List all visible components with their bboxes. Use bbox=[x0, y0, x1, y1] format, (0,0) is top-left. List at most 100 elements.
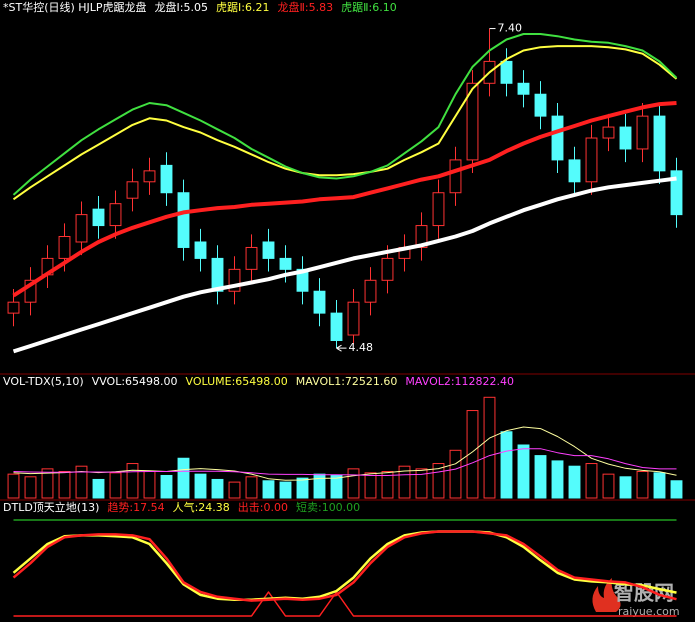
volume-bar bbox=[228, 481, 241, 499]
candle-body bbox=[415, 225, 428, 248]
panel-header: *ST华控(日线) HJLP虎踞龙盘 龙盘Ⅰ:5.05 虎踞Ⅰ:6.21 龙盘Ⅱ:5.… bbox=[3, 0, 397, 14]
volume-bar bbox=[279, 481, 292, 499]
volume-bar bbox=[109, 472, 122, 499]
series-line bbox=[13, 426, 677, 481]
volume-bar bbox=[24, 476, 37, 499]
volume-bar bbox=[500, 431, 513, 499]
candle-body bbox=[347, 301, 360, 336]
candle-body bbox=[109, 203, 122, 227]
candle-body bbox=[466, 82, 479, 161]
panel-header: DTLD顶天立地(13) 趋势:17.54 人气:24.38 出击:0.00 短卖:10… bbox=[3, 500, 360, 514]
volume-bar bbox=[194, 473, 207, 499]
panel-header: VOL-TDX(5,10) VVOL:65498.00 VOLUME:65498.0… bbox=[3, 375, 514, 388]
candle-body bbox=[670, 170, 683, 216]
volume-bar bbox=[245, 476, 258, 499]
annotation-arrow bbox=[336, 344, 347, 352]
header-item: MAVOL2:112822.40 bbox=[405, 375, 514, 388]
volume-bar bbox=[636, 471, 649, 499]
header-item: 龙盘Ⅱ:5.83 bbox=[277, 0, 333, 14]
series-line bbox=[12, 530, 677, 602]
candle-body bbox=[330, 312, 343, 341]
series-line bbox=[12, 530, 677, 601]
volume-bar bbox=[364, 472, 377, 499]
header-item: VOL-TDX(5,10) bbox=[3, 375, 84, 388]
header-item: 虎踞Ⅰ:6.21 bbox=[216, 1, 269, 14]
volume-bar bbox=[58, 471, 71, 499]
candle-body bbox=[24, 279, 37, 303]
annotation: 7.40 bbox=[498, 22, 523, 35]
header-item: VVOL:65498.00 bbox=[92, 375, 178, 388]
volume-bar bbox=[449, 449, 462, 499]
candle-body bbox=[126, 181, 139, 199]
volume-bar bbox=[160, 474, 173, 499]
candle-body bbox=[262, 241, 275, 259]
candle-body bbox=[194, 241, 207, 259]
volume-bar bbox=[585, 463, 598, 499]
candle-body bbox=[551, 115, 564, 161]
candle-body bbox=[228, 268, 241, 292]
header-item: MAVOL1:72521.60 bbox=[296, 375, 398, 388]
volume-bar bbox=[466, 410, 479, 499]
candle-body bbox=[160, 164, 173, 194]
volume-bar bbox=[330, 474, 343, 499]
series-line bbox=[12, 101, 677, 298]
volume-bar bbox=[415, 468, 428, 499]
series-line bbox=[12, 45, 678, 201]
candle-body bbox=[279, 257, 292, 270]
volume-bar bbox=[7, 473, 20, 499]
volume-bar bbox=[568, 465, 581, 499]
series-line bbox=[12, 176, 677, 354]
volume-bar bbox=[551, 460, 564, 499]
volume-bar bbox=[296, 477, 309, 499]
candle-body bbox=[619, 126, 632, 150]
candle-body bbox=[636, 115, 649, 150]
candle-body bbox=[92, 208, 105, 227]
candle-body bbox=[177, 192, 190, 248]
candle-body bbox=[585, 137, 598, 183]
volume-bar bbox=[432, 463, 445, 499]
volume-bar bbox=[619, 476, 632, 499]
volume-bar bbox=[517, 444, 530, 499]
series-line bbox=[12, 33, 678, 196]
volume-bar bbox=[92, 478, 105, 499]
volume-bar bbox=[381, 471, 394, 499]
series-line bbox=[13, 591, 677, 617]
volume-bar bbox=[177, 457, 190, 499]
candle-body bbox=[568, 159, 581, 183]
candle-body bbox=[517, 82, 530, 95]
volume-bar bbox=[347, 468, 360, 499]
volume-bar bbox=[398, 465, 411, 499]
volume-bar bbox=[313, 473, 326, 499]
header-item: 趋势:17.54 bbox=[107, 501, 164, 514]
candle-body bbox=[653, 115, 666, 172]
candle-body bbox=[211, 257, 224, 292]
watermark-icon bbox=[592, 578, 621, 612]
candle-body bbox=[58, 236, 71, 259]
volume-bar bbox=[534, 455, 547, 499]
volume-bar bbox=[653, 472, 666, 499]
volume-bar bbox=[670, 480, 683, 499]
volume-bar bbox=[602, 473, 615, 499]
candle-body bbox=[296, 268, 309, 292]
candle-body bbox=[364, 279, 377, 303]
header-item: 虎踞Ⅱ:6.10 bbox=[341, 1, 397, 14]
volume-bar bbox=[75, 465, 88, 499]
volume-bar bbox=[483, 396, 496, 499]
watermark-url: raiyue.com bbox=[618, 605, 680, 618]
volume-bar bbox=[262, 480, 275, 499]
header-item: 龙盘Ⅰ:5.05 bbox=[155, 0, 208, 14]
candle-body bbox=[143, 170, 156, 183]
series-line bbox=[13, 448, 677, 476]
candle-body bbox=[432, 192, 445, 227]
candle-body bbox=[449, 159, 462, 194]
annotation: 4.48 bbox=[349, 341, 374, 354]
header-item: 短卖:100.00 bbox=[296, 500, 360, 514]
header-item: VOLUME:65498.00 bbox=[186, 375, 288, 388]
candle-body bbox=[534, 93, 547, 117]
header-item: 出击:0.00 bbox=[238, 500, 288, 514]
volume-bar bbox=[126, 463, 139, 499]
volume-bar bbox=[211, 478, 224, 499]
volume-bar bbox=[41, 468, 54, 499]
